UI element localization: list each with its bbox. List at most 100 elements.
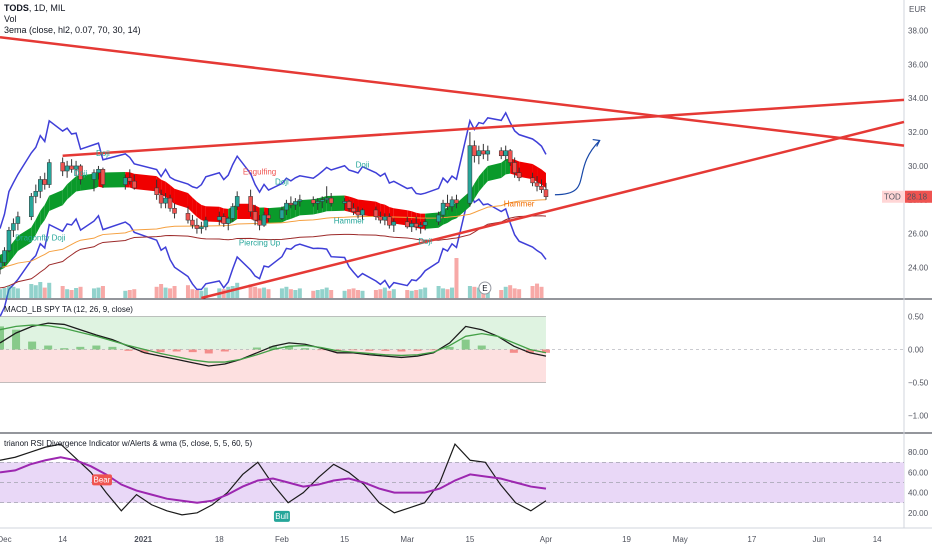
- price-tick-label: 30.00: [908, 162, 929, 171]
- time-tick-label: 14: [58, 535, 67, 544]
- earnings-marker-label: E: [482, 284, 487, 293]
- trendline: [62, 98, 905, 158]
- candle-body: [467, 145, 473, 204]
- candle-body: [391, 221, 397, 226]
- candle-body: [248, 196, 253, 212]
- volume-bar: [324, 287, 329, 298]
- candle-body: [288, 202, 294, 206]
- candle-body: [472, 145, 477, 157]
- candle-body: [507, 150, 513, 163]
- trendline: [0, 36, 905, 147]
- candle-body: [132, 180, 137, 189]
- rsi-tick-label: 80.00: [908, 448, 929, 457]
- volume-bar: [230, 286, 235, 298]
- volume-bar: [253, 286, 258, 298]
- ema-ribbon-segment: [187, 193, 193, 213]
- candle-body: [6, 230, 12, 251]
- macd-histogram-bar: [140, 349, 149, 353]
- macd-histogram-bar: [220, 349, 229, 352]
- ema-ribbon-segment: [192, 197, 197, 217]
- price-tick-label: 24.00: [908, 264, 929, 273]
- macd-histogram-bar: [124, 349, 133, 351]
- ema-ribbon-segment: [425, 212, 439, 229]
- macd-line: [0, 322, 547, 367]
- lower-envelope-line: [0, 188, 547, 317]
- bull-marker-label: Bull: [275, 512, 289, 521]
- candle-body: [413, 223, 419, 228]
- candle-body: [69, 165, 74, 170]
- volume-bar: [454, 258, 459, 298]
- volume-bar: [248, 284, 253, 298]
- price-tick-label: 36.00: [908, 60, 929, 69]
- volume-bar: [512, 288, 517, 298]
- macd-histogram-bar: [429, 349, 438, 351]
- ema-ribbon-segment: [380, 203, 385, 220]
- volume-bar: [29, 284, 34, 298]
- candle-body: [2, 250, 7, 263]
- macd-histogram-bar: [204, 349, 213, 354]
- volume-bar: [132, 289, 137, 298]
- volume-bar: [172, 286, 177, 298]
- ema-ribbon-segment: [290, 201, 296, 219]
- macd-histogram-bar: [509, 349, 518, 353]
- ema-ribbon-segment: [501, 159, 506, 178]
- candle-body: [297, 199, 303, 202]
- macd-histogram-bar: [0, 326, 4, 350]
- macd-histogram-bar: [92, 345, 101, 350]
- volume-bar: [315, 290, 320, 298]
- ema-ribbon-segment: [237, 203, 251, 220]
- macd-histogram-bar: [445, 346, 454, 350]
- candle-body: [503, 150, 508, 157]
- volume-bar: [123, 290, 128, 298]
- volume-bar: [499, 290, 504, 298]
- macd-histogram-bar: [301, 348, 310, 350]
- volume-bar: [257, 288, 262, 298]
- ema-ribbon-segment: [62, 184, 68, 206]
- candle-body: [422, 221, 428, 226]
- candle-body: [221, 216, 227, 224]
- rsi-line: [0, 443, 547, 516]
- volume-bar: [297, 288, 302, 298]
- macd-line: [0, 324, 547, 363]
- candle-body: [351, 208, 356, 212]
- volume-bar: [342, 290, 347, 298]
- ema-ribbon-segment: [134, 173, 157, 192]
- candle-body: [158, 194, 164, 204]
- volume-bar: [508, 285, 513, 298]
- candle-body: [73, 165, 79, 170]
- ema-ribbon-segment: [49, 189, 63, 212]
- macd-negative-zone: [0, 349, 546, 383]
- candle-body: [387, 216, 392, 226]
- volume-bar: [127, 290, 132, 298]
- rsi-tick-label: 40.00: [908, 489, 929, 498]
- candle-body: [319, 199, 325, 202]
- candle-body: [534, 182, 540, 187]
- ema-ribbon-segment: [456, 191, 470, 219]
- macd-histogram-bar: [397, 349, 406, 352]
- volume-bar: [472, 286, 477, 298]
- candle-body: [328, 197, 334, 204]
- ema-ribbon-segment: [102, 172, 126, 188]
- candle-body: [342, 201, 347, 204]
- time-tick-label: 18: [215, 535, 224, 544]
- volume-bar: [476, 287, 481, 298]
- volume-bar: [450, 287, 454, 298]
- macd-tick-label: 0.00: [908, 346, 924, 355]
- candle-body: [42, 179, 48, 185]
- ema-ribbon-segment: [447, 204, 452, 223]
- candle-body: [378, 216, 383, 221]
- time-tick-label: 14: [873, 535, 882, 544]
- volume-legend: Vol: [4, 14, 17, 24]
- currency-label: EUR: [909, 5, 926, 14]
- candle-body: [154, 187, 159, 195]
- candle-body: [167, 197, 173, 209]
- candle-body: [185, 213, 191, 221]
- bear-marker-label: Bear: [94, 475, 111, 484]
- current-price-symbol: TOD: [884, 193, 901, 202]
- rsi-line: [0, 456, 547, 504]
- candle-body: [409, 223, 414, 228]
- trendline: [201, 120, 905, 300]
- volume-bar: [190, 289, 195, 298]
- time-tick-label: Dec: [0, 535, 12, 544]
